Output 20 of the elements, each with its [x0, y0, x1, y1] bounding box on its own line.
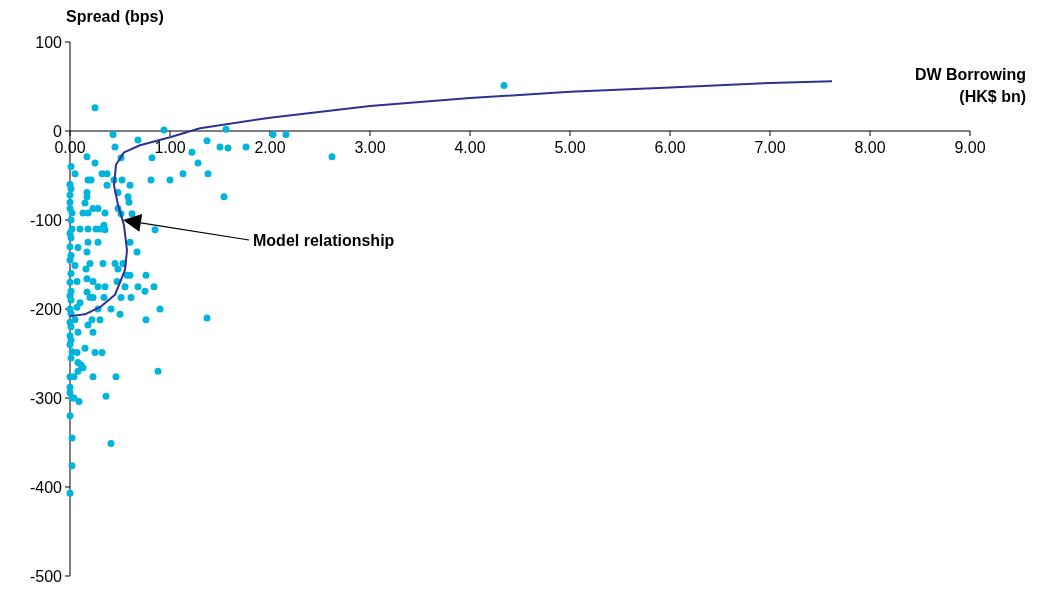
y-tick-label: -500 — [29, 567, 63, 585]
x-tick-label: 6.00 — [654, 139, 686, 156]
x-tick-label: 3.00 — [354, 139, 386, 156]
x-tick-label: 5.00 — [554, 139, 586, 156]
x-axis-title: DW Borrowing (HK$ bn) — [914, 66, 1026, 105]
x-tick-label: 0.00 — [54, 139, 86, 156]
y-tick-label: -100 — [29, 211, 63, 229]
y-tick-label: -200 — [29, 300, 63, 318]
y-tick-label: 100 — [35, 33, 63, 51]
annotation: Model relationship — [253, 232, 395, 249]
y-axis-title: Spread (bps) — [66, 8, 164, 25]
x-tick-label: 1.00 — [154, 139, 186, 156]
x-tick-label: 7.00 — [754, 139, 786, 156]
x-tick-label: 9.00 — [954, 139, 986, 156]
y-tick-label: 0 — [53, 122, 63, 140]
x-tick-label: 8.00 — [854, 139, 886, 156]
y-tick-label: -400 — [29, 478, 63, 496]
x-tick-label: 2.00 — [254, 139, 286, 156]
x-tick-label: 4.00 — [454, 139, 486, 156]
y-tick-label: -300 — [29, 389, 63, 407]
